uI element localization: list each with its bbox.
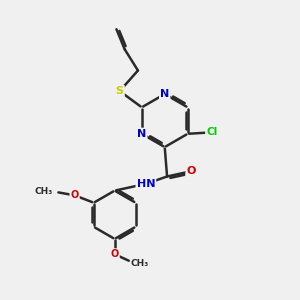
Text: S: S <box>116 86 124 96</box>
Text: O: O <box>110 249 119 259</box>
Text: HN: HN <box>136 179 155 189</box>
Text: CH₃: CH₃ <box>130 259 148 268</box>
Text: N: N <box>137 129 146 139</box>
Text: Cl: Cl <box>206 127 218 137</box>
Text: N: N <box>160 89 169 99</box>
Text: CH₃: CH₃ <box>35 187 53 196</box>
Text: O: O <box>187 166 196 176</box>
Text: O: O <box>70 190 79 200</box>
